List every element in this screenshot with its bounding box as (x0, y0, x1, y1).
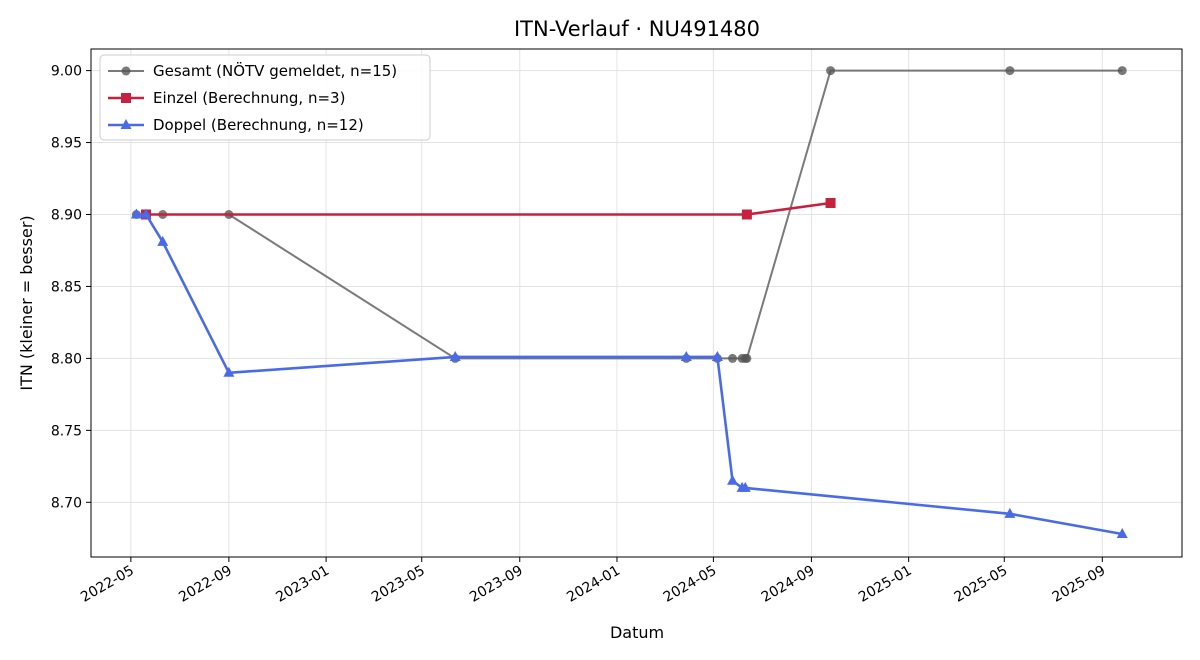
legend-item: Doppel (Berechnung, n=12) (108, 116, 364, 134)
y-axis: 8.70 8.75 8.80 8.85 8.90 8.95 9.00 (51, 64, 91, 511)
x-tick-label: 2023-09 (467, 563, 526, 606)
series-2 (140, 197, 836, 220)
data-point (449, 350, 461, 361)
data-point (130, 208, 142, 219)
data-point (1116, 527, 1128, 538)
data-point (1117, 66, 1127, 76)
chart-title: ITN-Verlauf · NU491480 (514, 17, 760, 41)
legend-marker (121, 66, 131, 76)
data-point (711, 350, 723, 361)
data-point (825, 197, 836, 208)
y-tick-label: 8.70 (51, 495, 82, 511)
legend-box (99, 54, 431, 141)
x-tick-label: 2024-05 (661, 563, 720, 606)
data-point (223, 366, 235, 377)
series-layer (130, 66, 1128, 538)
y-tick-label: 9.00 (51, 64, 82, 80)
y-tick-label: 8.75 (51, 423, 82, 439)
x-tick-label: 2022-05 (78, 563, 137, 606)
x-tick-label: 2023-05 (369, 563, 428, 606)
legend-item: Einzel (Berechnung, n=3) (108, 89, 345, 107)
series-line (136, 213, 1123, 536)
data-point (727, 474, 739, 485)
x-tick-label: 2024-01 (564, 563, 623, 606)
x-tick-label: 2022-09 (176, 563, 235, 606)
data-point (1004, 507, 1016, 518)
x-tick-label: 2025-05 (952, 563, 1011, 606)
y-tick-label: 8.90 (51, 207, 82, 223)
legend-label: Gesamt (NÖTV gemeldet, n=15) (153, 61, 397, 80)
x-tick-label: 2024-09 (759, 563, 818, 606)
series-3 (130, 208, 1128, 538)
data-point (157, 235, 169, 246)
x-axis-label: Datum (610, 623, 664, 642)
data-point (739, 481, 751, 492)
y-tick-label: 8.80 (51, 351, 82, 367)
legend-marker (121, 93, 131, 103)
y-axis-label: ITN (kleiner = besser) (17, 215, 36, 390)
data-point (826, 66, 836, 76)
y-tick-label: 8.95 (51, 136, 82, 152)
x-tick-label: 2025-01 (856, 563, 915, 606)
x-axis: 2022-05 2022-09 2023-01 2023-05 2023-09 2024-… (78, 557, 1108, 606)
x-tick-label: 2023-01 (273, 563, 332, 606)
series-line (145, 201, 831, 216)
data-point (140, 208, 152, 219)
data-point (1005, 66, 1015, 76)
legend-label: Einzel (Berechnung, n=3) (153, 89, 345, 107)
legend-label: Doppel (Berechnung, n=12) (153, 116, 364, 134)
data-point (680, 350, 692, 361)
data-point (741, 209, 752, 220)
x-tick-label: 2025-09 (1050, 563, 1109, 606)
data-point (742, 353, 752, 363)
y-tick-label: 8.85 (51, 279, 82, 295)
legend-marker (120, 119, 132, 129)
data-point (728, 353, 738, 363)
legend: Gesamt (NÖTV gemeldet, n=15) Einzel (Bere… (99, 54, 431, 141)
legend-item: Gesamt (NÖTV gemeldet, n=15) (108, 61, 397, 80)
plot-frame (90, 48, 1183, 558)
